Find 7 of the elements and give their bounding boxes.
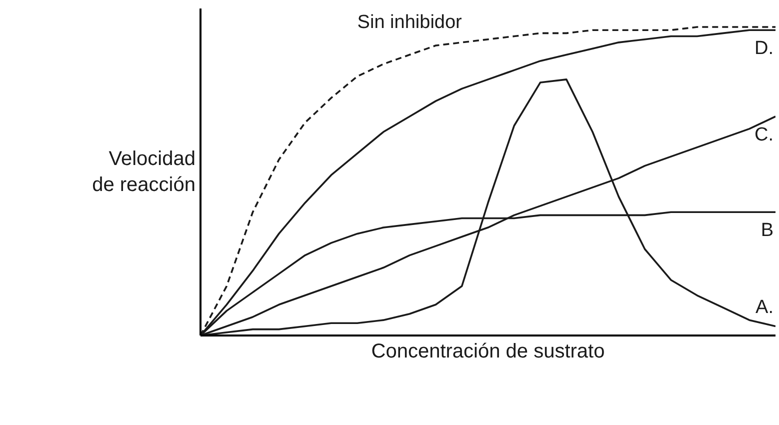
x-axis-title: Concentración de sustrato — [371, 340, 605, 362]
series-label: A. — [756, 297, 774, 318]
series-label: Sin inhibidor — [357, 12, 463, 33]
series-label: C. — [754, 124, 774, 146]
series-label: B — [760, 220, 774, 242]
series-label: D. — [754, 38, 774, 60]
y-axis-title: Velocidad de reacción — [92, 148, 196, 196]
